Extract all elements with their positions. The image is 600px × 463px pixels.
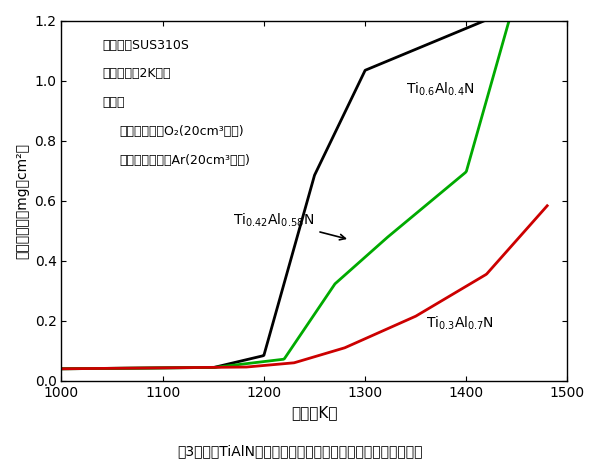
- Y-axis label: 酸化重量増（mg／cm²）: 酸化重量増（mg／cm²）: [15, 143, 29, 259]
- Text: 昇温速度：2K／分: 昇温速度：2K／分: [102, 67, 170, 81]
- Text: 嘰3　各種TiAlN膜の酸素気流中加熱にともなう高温酸化特性: 嘰3 各種TiAlN膜の酸素気流中加熱にともなう高温酸化特性: [177, 444, 423, 458]
- Text: Ti$_{0.3}$Al$_{0.7}$N: Ti$_{0.3}$Al$_{0.7}$N: [426, 315, 494, 332]
- Text: 冷却時：高純度Ar(20cm³／分): 冷却時：高純度Ar(20cm³／分): [119, 154, 250, 167]
- Text: 加熱時：乾燥O₂(20cm³／分): 加熱時：乾燥O₂(20cm³／分): [119, 125, 244, 138]
- Text: Ti$_{0.42}$Al$_{0.58}$N: Ti$_{0.42}$Al$_{0.58}$N: [233, 212, 346, 240]
- Text: 基　材：SUS310S: 基 材：SUS310S: [102, 38, 189, 51]
- Text: 雰囲気: 雰囲気: [102, 96, 124, 109]
- Text: Ti$_{0.6}$Al$_{0.4}$N: Ti$_{0.6}$Al$_{0.4}$N: [406, 81, 474, 98]
- X-axis label: 温度（K）: 温度（K）: [291, 405, 338, 420]
